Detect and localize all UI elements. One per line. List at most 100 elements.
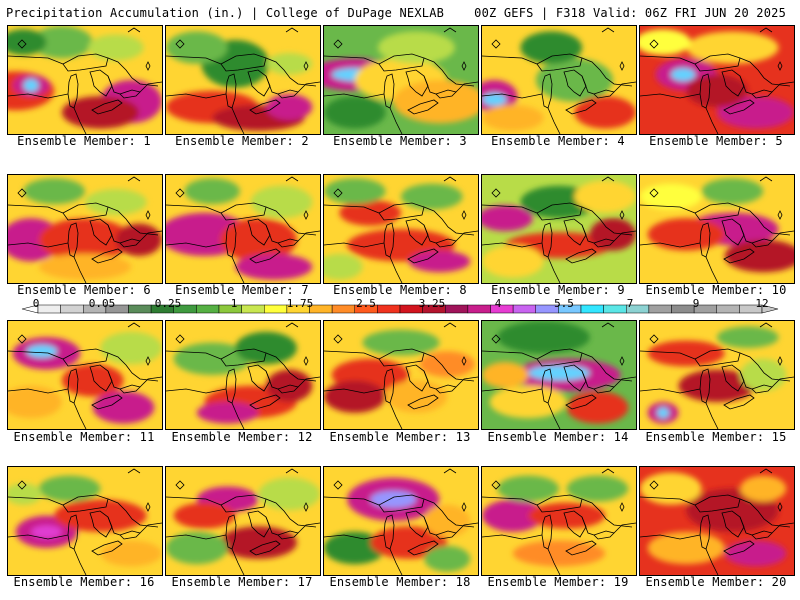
precip-blob (196, 402, 259, 424)
member-caption: Ensemble Member: 10 (645, 283, 787, 297)
precip-blob (31, 26, 93, 59)
great-lakes-outline (166, 322, 320, 429)
precip-map (324, 467, 478, 575)
member-caption: Ensemble Member: 9 (491, 283, 625, 297)
member-caption: Ensemble Member: 13 (329, 430, 471, 444)
precip-map (482, 26, 636, 134)
precip-map (166, 175, 320, 283)
precip-map (482, 467, 636, 575)
colorbar-label: 3.25 (418, 297, 446, 310)
colorbar-swatch (331, 304, 355, 314)
map-panel-member-6 (7, 174, 163, 284)
member-caption: Ensemble Member: 19 (487, 575, 629, 589)
precip-blob (23, 178, 85, 205)
precip-blob (235, 253, 313, 280)
member-caption: Ensemble Member: 15 (645, 430, 787, 444)
precip-blob (640, 29, 691, 56)
great-lakes-outline (8, 468, 162, 575)
precip-blob (686, 74, 748, 107)
great-lakes-outline (324, 27, 478, 134)
precip-blob (38, 218, 132, 262)
map-panel-member-13 (323, 320, 479, 430)
member-caption: Ensemble Member: 11 (13, 430, 155, 444)
precip-blob (38, 475, 101, 502)
precip-blob (686, 31, 779, 64)
precip-blob (266, 369, 313, 402)
great-lakes-outline (324, 468, 478, 575)
map-panel-member-2 (165, 25, 321, 135)
colorbar-label: 1 (230, 297, 238, 310)
precip-blob (8, 385, 62, 419)
map-panel-member-19 (481, 466, 637, 576)
precip-blob (724, 239, 794, 273)
map-panel-member-16 (7, 466, 163, 576)
precip-blob (535, 58, 613, 102)
precip-blob (324, 380, 386, 413)
chart-title: Precipitation Accumulation (in.) | Colle… (6, 6, 445, 20)
precip-blob (8, 483, 42, 505)
run-info: 00Z GEFS | F318 Valid: 06Z FRI JUN 20 20… (474, 6, 786, 20)
member-caption: Ensemble Member: 4 (491, 134, 625, 148)
precip-blob (250, 185, 313, 219)
map-panel-member-10 (639, 174, 795, 284)
precip-blob (115, 223, 162, 256)
precip-map (166, 467, 320, 575)
precip-blob (589, 218, 636, 251)
member-caption: Ensemble Member: 3 (333, 134, 467, 148)
precip-blob (324, 96, 386, 129)
precip-map (482, 321, 636, 429)
precip-blob (235, 331, 297, 365)
precip-blob (38, 253, 132, 280)
precip-blob (166, 531, 228, 565)
great-lakes-outline (640, 468, 794, 575)
colorbar-swatch (580, 304, 604, 314)
precip-blob (724, 540, 787, 567)
precip-map (640, 175, 794, 283)
precip-blob (61, 96, 139, 129)
colorbar-swatch (377, 304, 401, 314)
precip-blob (566, 475, 629, 502)
precip-blob (482, 92, 507, 106)
precip-map (8, 26, 162, 134)
member-caption: Ensemble Member: 20 (645, 575, 787, 589)
map-panel-member-11 (7, 320, 163, 430)
precip-map (166, 26, 320, 134)
precip-blob (717, 326, 779, 348)
colorbar-label: 2.5 (356, 297, 376, 310)
map-panel-member-3 (323, 25, 479, 135)
colorbar-swatch (467, 304, 491, 314)
precip-blob (678, 369, 756, 402)
precip-blob (701, 178, 764, 205)
precip-blob (566, 391, 629, 424)
great-lakes-outline (166, 27, 320, 134)
great-lakes-outline (640, 27, 794, 134)
colorbar-label: 7 (626, 297, 634, 310)
precip-blob (266, 53, 313, 75)
precip-blob (362, 329, 440, 356)
precip-map (8, 175, 162, 283)
precip-blob (647, 340, 725, 367)
colorbar-label: 0 (32, 297, 40, 310)
precip-blob (173, 502, 236, 529)
precip-map (324, 175, 478, 283)
precip-map (8, 321, 162, 429)
precip-blob (640, 472, 702, 505)
precip-blob (61, 364, 124, 397)
precip-blob (497, 321, 590, 354)
great-lakes-outline (8, 176, 162, 283)
precip-blob (54, 499, 147, 532)
precip-blob (482, 362, 529, 388)
precip-blob (8, 29, 47, 56)
precip-blob (482, 499, 544, 532)
map-panel-member-5 (639, 25, 795, 135)
precip-blob (173, 342, 251, 375)
member-caption: Ensemble Member: 5 (649, 134, 783, 148)
great-lakes-outline (166, 468, 320, 575)
precip-blob (512, 540, 606, 567)
colorbar-swatch (671, 304, 695, 314)
colorbar-swatch (603, 304, 627, 314)
great-lakes-outline (640, 176, 794, 283)
precip-blob (419, 351, 475, 378)
colorbar-swatch (128, 304, 152, 314)
precip-blob (670, 68, 696, 82)
